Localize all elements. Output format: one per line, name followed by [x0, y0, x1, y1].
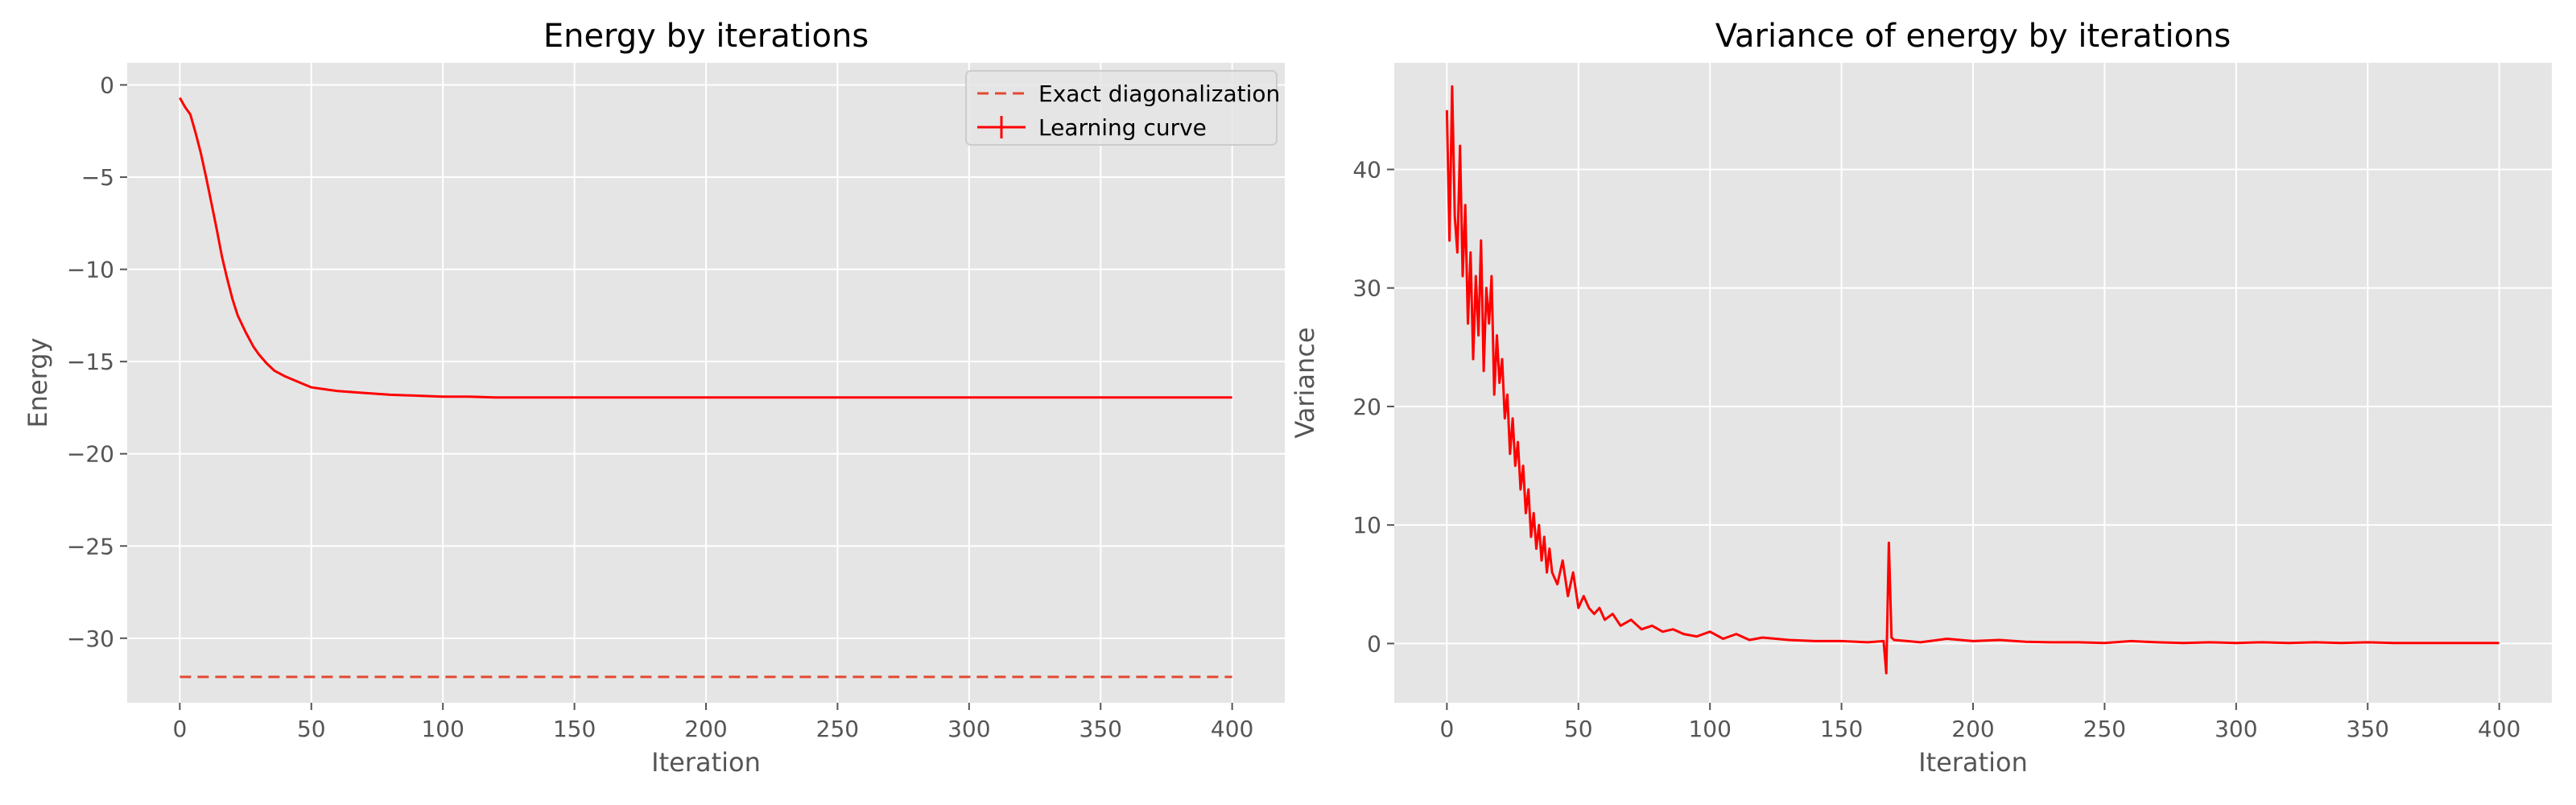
chart-title: Variance of energy by iterations [1715, 18, 2231, 55]
y-axis-label: Energy [23, 337, 53, 427]
y-tick-label: −20 [67, 441, 114, 468]
x-tick-label: 100 [1688, 716, 1731, 742]
x-tick-label: 350 [2347, 716, 2389, 742]
x-tick-label: 300 [2215, 716, 2257, 742]
legend-box [965, 70, 1278, 146]
x-tick-label: 200 [684, 716, 727, 742]
y-tick-label: −10 [67, 257, 114, 283]
energy-chart: 0 50 100 150 200 250 300 350 400 0 −5 −10 −15 −20 −25 −… [23, 18, 1285, 778]
x-tick-label: 250 [816, 716, 859, 742]
y-tick-label: 30 [1352, 275, 1381, 302]
x-tick-label: 0 [1439, 716, 1454, 742]
y-tick-label: −15 [67, 349, 114, 375]
x-tick-label: 50 [297, 716, 326, 742]
x-tick-label: 100 [421, 716, 464, 742]
series-line-1 [179, 97, 1232, 399]
x-axis-label: Iteration [651, 747, 761, 778]
y-axis-label: Variance [1290, 327, 1320, 438]
x-tick-label: 400 [1211, 716, 1253, 742]
legend-label-0: Exact diagonalization [1038, 80, 1280, 107]
x-tick-label: 400 [2478, 716, 2520, 742]
y-tick-label: 40 [1352, 157, 1381, 184]
y-tick-label: −30 [67, 625, 114, 652]
y-tick-label: 10 [1352, 512, 1381, 539]
y-tick-label: −25 [67, 533, 114, 559]
legend-label-1: Learning curve [1038, 114, 1207, 141]
x-tick-label: 300 [947, 716, 990, 742]
variance-chart: 0 50 100 150 200 250 300 350 400 0 10 20 30 40 Varianc… [1290, 18, 2552, 778]
y-tick-label: 20 [1352, 394, 1381, 420]
series-line-0 [1445, 85, 2500, 675]
x-tick-label: 150 [1820, 716, 1863, 742]
x-tick-label: 350 [1080, 716, 1122, 742]
x-tick-label: 200 [1951, 716, 1994, 742]
chart-title: Energy by iterations [543, 18, 869, 55]
x-axis-label: Iteration [1918, 747, 2028, 778]
y-tick-label: 0 [100, 72, 114, 98]
x-tick-label: 150 [553, 716, 596, 742]
x-tick-label: 250 [2083, 716, 2126, 742]
x-tick-label: 0 [172, 716, 187, 742]
y-tick-label: 0 [1367, 630, 1381, 657]
y-tick-label: −5 [81, 164, 114, 191]
x-tick-label: 50 [1564, 716, 1593, 742]
